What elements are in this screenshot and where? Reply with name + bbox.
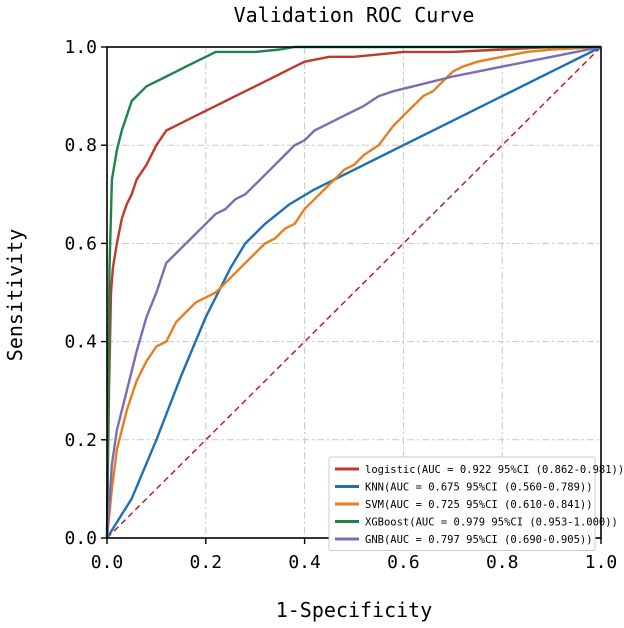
x-axis-label: 1-Specificity bbox=[276, 598, 433, 622]
x-tick-label: 1.0 bbox=[585, 552, 618, 573]
y-tick-label: 1.0 bbox=[64, 37, 97, 58]
x-tick-label: 0.6 bbox=[387, 552, 420, 573]
y-tick-label: 0.0 bbox=[64, 528, 97, 549]
y-tick-label: 0.8 bbox=[64, 135, 97, 156]
legend-label-svm: SVM(AUC = 0.725 95%CI (0.610-0.841)) bbox=[365, 499, 593, 511]
x-tick-label: 0.0 bbox=[91, 552, 124, 573]
series-line-knn bbox=[105, 45, 602, 539]
y-tick-label: 0.4 bbox=[64, 332, 97, 353]
x-tick-label: 0.2 bbox=[190, 552, 223, 573]
legend-label-gnb: GNB(AUC = 0.797 95%CI (0.690-0.905)) bbox=[365, 534, 593, 546]
legend-label-xgboost: XGBoost(AUC = 0.979 95%CI (0.953-1.000)) bbox=[365, 517, 618, 529]
reference-diagonal-line bbox=[106, 46, 602, 539]
y-tick-label: 0.6 bbox=[64, 233, 97, 254]
chart-title: Validation ROC Curve bbox=[234, 3, 475, 27]
legend: logistic(AUC = 0.922 95%CI (0.862-0.981)… bbox=[328, 456, 624, 551]
legend-label-knn: KNN(AUC = 0.675 95%CI (0.560-0.789)) bbox=[365, 482, 593, 494]
legend-box bbox=[328, 456, 596, 551]
series-line-logistic bbox=[105, 45, 601, 539]
y-axis-label: Sensitivity bbox=[3, 229, 27, 361]
x-tick-label: 0.4 bbox=[288, 552, 321, 573]
axis-ticks: 0.0 0.2 0.4 0.6 0.8 1.0 0.0 0.2 0.4 0.6 0.8 1.0 bbox=[64, 37, 617, 573]
series-line-gnb bbox=[105, 45, 602, 539]
x-tick-label: 0.8 bbox=[486, 552, 519, 573]
series-lines bbox=[105, 45, 602, 539]
legend-label-logistic: logistic(AUC = 0.922 95%CI (0.862-0.981)… bbox=[365, 464, 624, 476]
y-tick-label: 0.2 bbox=[64, 430, 97, 451]
